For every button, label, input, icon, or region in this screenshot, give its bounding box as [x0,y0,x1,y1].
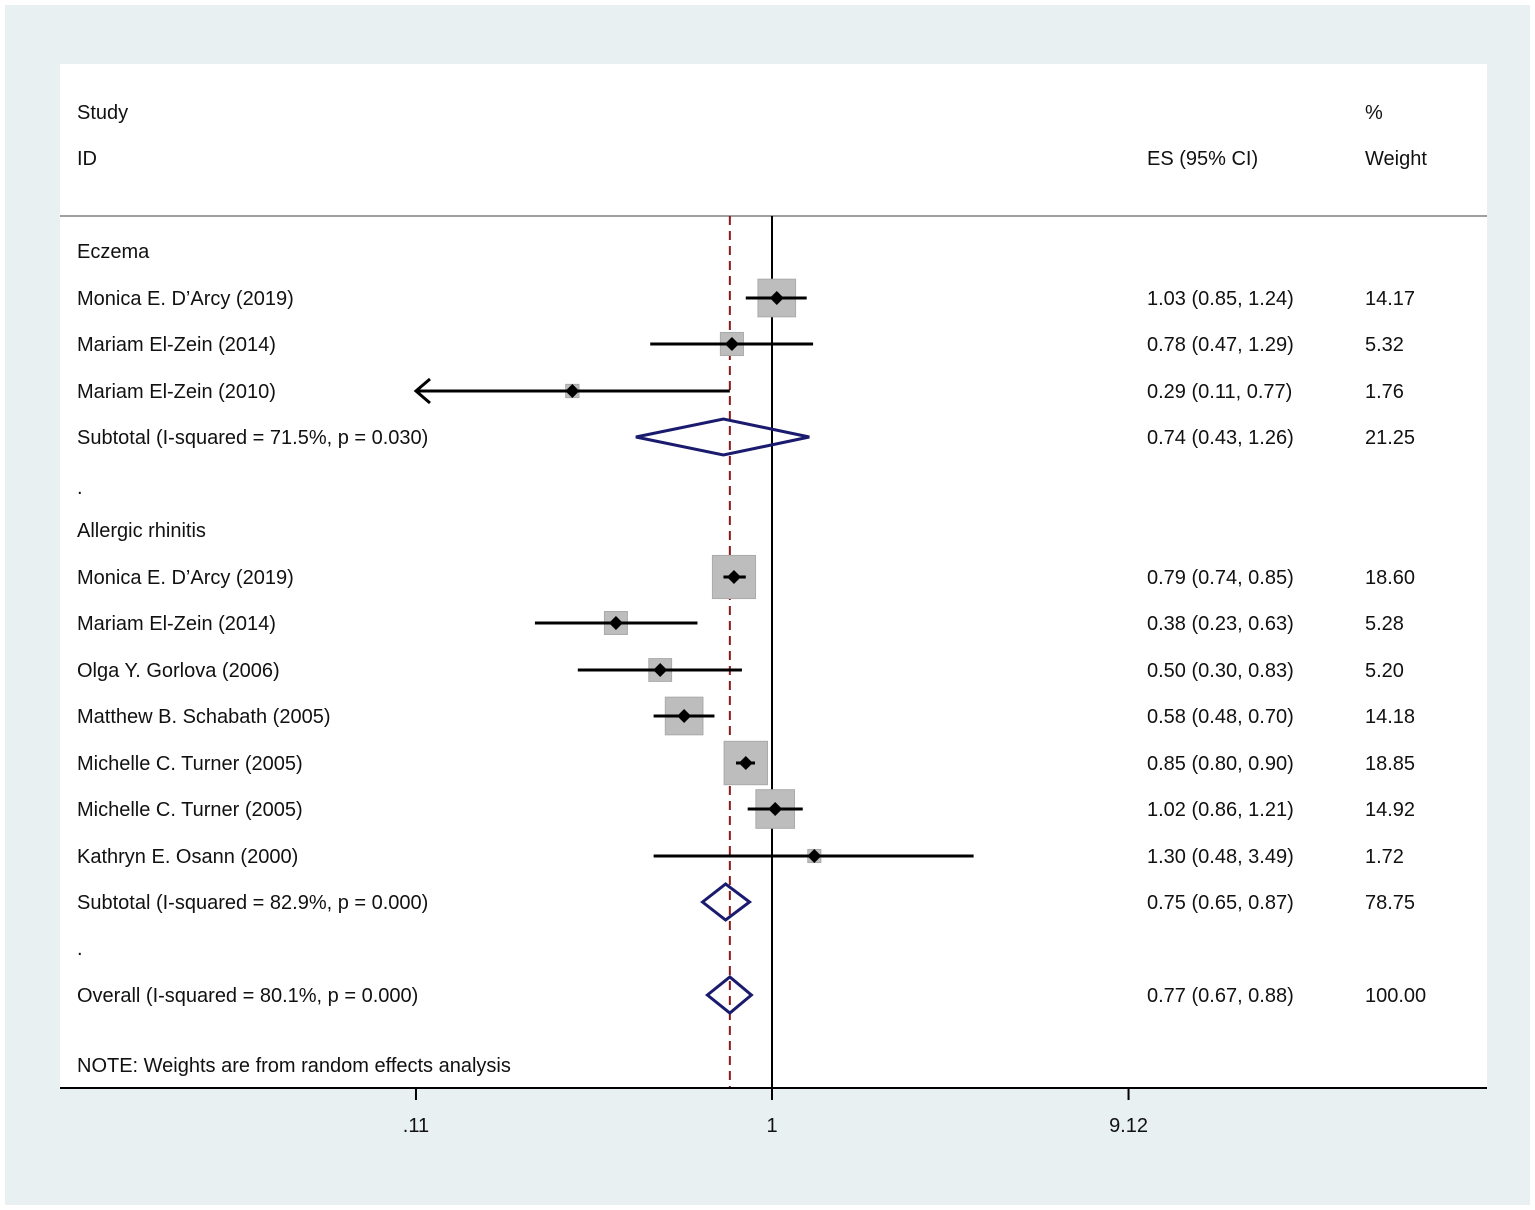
point-estimate [653,663,668,677]
point-estimate [724,337,739,351]
row-weight: 5.28 [1365,613,1404,635]
row-label-study: Monica E. D’Arcy (2019) [77,288,294,310]
header-es: ES (95% CI) [1147,148,1258,170]
row-es-ci: 0.78 (0.47, 1.29) [1147,334,1294,356]
row-label-study: Monica E. D’Arcy (2019) [77,567,294,589]
overall-diamond [705,975,754,1015]
row-weight: 1.72 [1365,846,1404,868]
point-estimate [726,570,741,584]
row-es-ci: 0.58 (0.48, 0.70) [1147,706,1294,728]
row-es-ci: 0.75 (0.65, 0.87) [1147,892,1294,914]
row-weight: 14.17 [1365,288,1415,310]
point-estimate [565,384,580,398]
header-id: ID [77,148,97,170]
row-weight: 5.20 [1365,660,1404,682]
ci-arrow [413,377,431,405]
row-es-ci: 1.02 (0.86, 1.21) [1147,799,1294,821]
row-label-study: Mariam El-Zein (2010) [77,381,276,403]
row-label-group: Eczema [77,241,150,263]
row-es-ci: 0.85 (0.80, 0.90) [1147,753,1294,775]
row-weight: 1.76 [1365,381,1404,403]
row-label-study: Kathryn E. Osann (2000) [77,846,298,868]
row-weight: 100.00 [1365,985,1426,1007]
row-label-subtotal: Subtotal (I-squared = 71.5%, p = 0.030) [77,427,428,449]
row-weight: 18.60 [1365,567,1415,589]
x-tick-label: 1 [766,1115,777,1137]
row-es-ci: 0.50 (0.30, 0.83) [1147,660,1294,682]
point-estimate [677,709,692,723]
header-weight: Weight [1365,148,1427,170]
row-es-ci: 0.74 (0.43, 1.26) [1147,427,1294,449]
footnote: NOTE: Weights are from random effects an… [77,1055,511,1077]
subtotal-diamond [635,417,810,457]
row-es-ci: 1.03 (0.85, 1.24) [1147,288,1294,310]
x-tick-label: .11 [403,1115,429,1137]
plot-panel [60,64,1487,1088]
row-label-study: Michelle C. Turner (2005) [77,799,303,821]
row-label-study: Mariam El-Zein (2014) [77,613,276,635]
row-label-study: Michelle C. Turner (2005) [77,753,303,775]
point-estimate [769,291,784,305]
point-estimate [738,756,753,770]
row-weight: 14.92 [1365,799,1415,821]
row-es-ci: 1.30 (0.48, 3.49) [1147,846,1294,868]
row-weight: 21.25 [1365,427,1415,449]
row-es-ci: 0.79 (0.74, 0.85) [1147,567,1294,589]
row-weight: 78.75 [1365,892,1415,914]
point-estimate [807,849,822,863]
point-estimate [768,802,783,816]
row-label-overall: Overall (I-squared = 80.1%, p = 0.000) [77,985,418,1007]
header-weight-pct: % [1365,102,1383,124]
row-label-spacer: . [77,477,83,499]
row-weight: 5.32 [1365,334,1404,356]
row-es-ci: 0.38 (0.23, 0.63) [1147,613,1294,635]
row-label-study: Matthew B. Schabath (2005) [77,706,330,728]
row-weight: 18.85 [1365,753,1415,775]
row-label-study: Mariam El-Zein (2014) [77,334,276,356]
row-es-ci: 0.29 (0.11, 0.77) [1147,381,1292,403]
row-label-subtotal: Subtotal (I-squared = 82.9%, p = 0.000) [77,892,428,914]
x-tick-label: 9.12 [1109,1115,1148,1137]
row-label-group: Allergic rhinitis [77,520,206,542]
point-estimate [608,616,623,630]
row-es-ci: 0.77 (0.67, 0.88) [1147,985,1294,1007]
header-study: Study [77,102,128,124]
row-label-spacer: . [77,938,83,960]
row-label-study: Olga Y. Gorlova (2006) [77,660,280,682]
row-weight: 14.18 [1365,706,1415,728]
subtotal-diamond [700,882,753,922]
